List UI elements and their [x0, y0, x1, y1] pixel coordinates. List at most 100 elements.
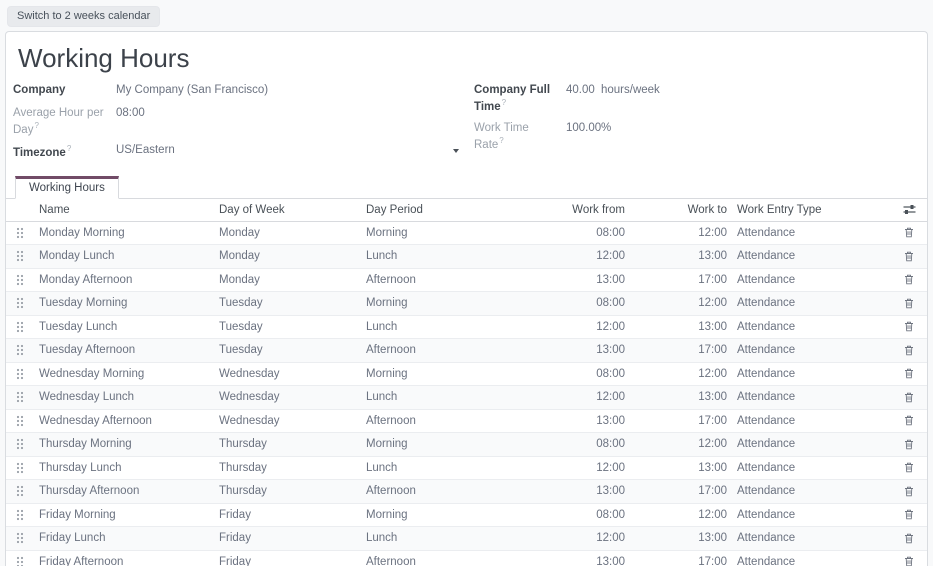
delete-row-button[interactable]	[891, 251, 927, 262]
cell-work-entry-type[interactable]: Attendance	[737, 485, 796, 498]
cell-work-from[interactable]: 08:00	[596, 508, 625, 521]
cell-work-from[interactable]: 12:00	[596, 461, 625, 474]
col-header-day-period[interactable]: Day Period	[366, 203, 423, 216]
cell-day-of-week[interactable]: Wednesday	[219, 391, 280, 404]
cell-work-from[interactable]: 13:00	[596, 344, 625, 357]
drag-handle[interactable]	[6, 462, 34, 474]
cell-name[interactable]: Thursday Afternoon	[39, 485, 140, 498]
cell-day-period[interactable]: Afternoon	[366, 485, 416, 498]
cell-work-entry-type[interactable]: Attendance	[737, 297, 796, 310]
cell-work-entry-type[interactable]: Attendance	[737, 532, 796, 545]
cell-name[interactable]: Wednesday Lunch	[39, 391, 135, 404]
col-header-work-to[interactable]: Work to	[687, 203, 727, 216]
cell-name[interactable]: Friday Lunch	[39, 532, 106, 545]
cell-name[interactable]: Wednesday Afternoon	[39, 414, 152, 427]
cell-work-entry-type[interactable]: Attendance	[737, 414, 796, 427]
delete-row-button[interactable]	[891, 509, 927, 520]
drag-handle[interactable]	[6, 391, 34, 403]
cell-day-period[interactable]: Morning	[366, 367, 408, 380]
drag-handle[interactable]	[6, 227, 34, 239]
drag-handle[interactable]	[6, 556, 34, 566]
drag-handle[interactable]	[6, 250, 34, 262]
delete-row-button[interactable]	[891, 345, 927, 356]
cell-day-period[interactable]: Lunch	[366, 461, 398, 474]
cell-day-of-week[interactable]: Friday	[219, 508, 251, 521]
delete-row-button[interactable]	[891, 368, 927, 379]
delete-row-button[interactable]	[891, 321, 927, 332]
cell-work-entry-type[interactable]: Attendance	[737, 555, 796, 566]
delete-row-button[interactable]	[891, 392, 927, 403]
cell-day-of-week[interactable]: Thursday	[219, 461, 267, 474]
cell-day-of-week[interactable]: Thursday	[219, 485, 267, 498]
cell-work-to[interactable]: 17:00	[698, 273, 727, 286]
cell-day-period[interactable]: Afternoon	[366, 273, 416, 286]
cell-work-to[interactable]: 13:00	[698, 461, 727, 474]
cell-name[interactable]: Friday Morning	[39, 508, 116, 521]
cell-work-from[interactable]: 08:00	[596, 297, 625, 310]
help-icon[interactable]: ?	[66, 143, 72, 153]
delete-row-button[interactable]	[891, 439, 927, 450]
cell-work-to[interactable]: 12:00	[698, 367, 727, 380]
cell-work-entry-type[interactable]: Attendance	[737, 438, 796, 451]
cell-day-of-week[interactable]: Monday	[219, 273, 260, 286]
delete-row-button[interactable]	[891, 556, 927, 566]
cell-work-from[interactable]: 12:00	[596, 250, 625, 263]
cell-day-period[interactable]: Lunch	[366, 320, 398, 333]
delete-row-button[interactable]	[891, 274, 927, 285]
cell-work-to[interactable]: 12:00	[698, 297, 727, 310]
cell-work-entry-type[interactable]: Attendance	[737, 391, 796, 404]
cell-day-of-week[interactable]: Tuesday	[219, 297, 263, 310]
cell-work-from[interactable]: 12:00	[596, 320, 625, 333]
cell-name[interactable]: Monday Afternoon	[39, 273, 133, 286]
col-header-work-from[interactable]: Work from	[572, 203, 625, 216]
tab-working-hours[interactable]: Working Hours	[15, 175, 119, 199]
col-header-name[interactable]: Name	[39, 203, 70, 216]
cell-work-entry-type[interactable]: Attendance	[737, 320, 796, 333]
cell-work-to[interactable]: 13:00	[698, 320, 727, 333]
cell-work-to[interactable]: 17:00	[698, 414, 727, 427]
drag-handle[interactable]	[6, 274, 34, 286]
drag-handle[interactable]	[6, 344, 34, 356]
cell-day-period[interactable]: Morning	[366, 226, 408, 239]
cell-day-of-week[interactable]: Thursday	[219, 438, 267, 451]
cell-work-entry-type[interactable]: Attendance	[737, 226, 796, 239]
cell-work-from[interactable]: 08:00	[596, 367, 625, 380]
cell-name[interactable]: Monday Morning	[39, 226, 125, 239]
cell-work-entry-type[interactable]: Attendance	[737, 461, 796, 474]
drag-handle[interactable]	[6, 438, 34, 450]
cell-work-to[interactable]: 13:00	[698, 532, 727, 545]
cell-work-to[interactable]: 17:00	[698, 344, 727, 357]
cell-name[interactable]: Thursday Lunch	[39, 461, 122, 474]
cell-work-entry-type[interactable]: Attendance	[737, 367, 796, 380]
cell-day-period[interactable]: Morning	[366, 438, 408, 451]
cell-work-from[interactable]: 13:00	[596, 485, 625, 498]
cell-name[interactable]: Tuesday Lunch	[39, 320, 118, 333]
cell-work-to[interactable]: 12:00	[698, 438, 727, 451]
col-header-day-of-week[interactable]: Day of Week	[219, 203, 285, 216]
cell-work-from[interactable]: 13:00	[596, 555, 625, 566]
cell-day-of-week[interactable]: Monday	[219, 250, 260, 263]
drag-handle[interactable]	[6, 532, 34, 544]
cell-day-period[interactable]: Afternoon	[366, 414, 416, 427]
delete-row-button[interactable]	[891, 415, 927, 426]
cell-name[interactable]: Friday Afternoon	[39, 555, 124, 566]
cell-day-of-week[interactable]: Monday	[219, 226, 260, 239]
delete-row-button[interactable]	[891, 533, 927, 544]
cell-day-of-week[interactable]: Tuesday	[219, 320, 263, 333]
delete-row-button[interactable]	[891, 486, 927, 497]
drag-handle[interactable]	[6, 415, 34, 427]
col-header-work-entry-type[interactable]: Work Entry Type	[737, 203, 822, 216]
cell-work-from[interactable]: 13:00	[596, 273, 625, 286]
delete-row-button[interactable]	[891, 227, 927, 238]
cell-work-from[interactable]: 08:00	[596, 438, 625, 451]
cell-day-period[interactable]: Lunch	[366, 391, 398, 404]
help-icon[interactable]: ?	[499, 135, 504, 145]
drag-handle[interactable]	[6, 485, 34, 497]
cell-day-of-week[interactable]: Friday	[219, 555, 251, 566]
cell-name[interactable]: Tuesday Afternoon	[39, 344, 136, 357]
cell-work-to[interactable]: 17:00	[698, 555, 727, 566]
cell-work-to[interactable]: 12:00	[698, 226, 727, 239]
switch-to-2-weeks-calendar-button[interactable]: Switch to 2 weeks calendar	[7, 6, 161, 27]
cell-name[interactable]: Tuesday Morning	[39, 297, 128, 310]
cell-work-to[interactable]: 13:00	[698, 391, 727, 404]
